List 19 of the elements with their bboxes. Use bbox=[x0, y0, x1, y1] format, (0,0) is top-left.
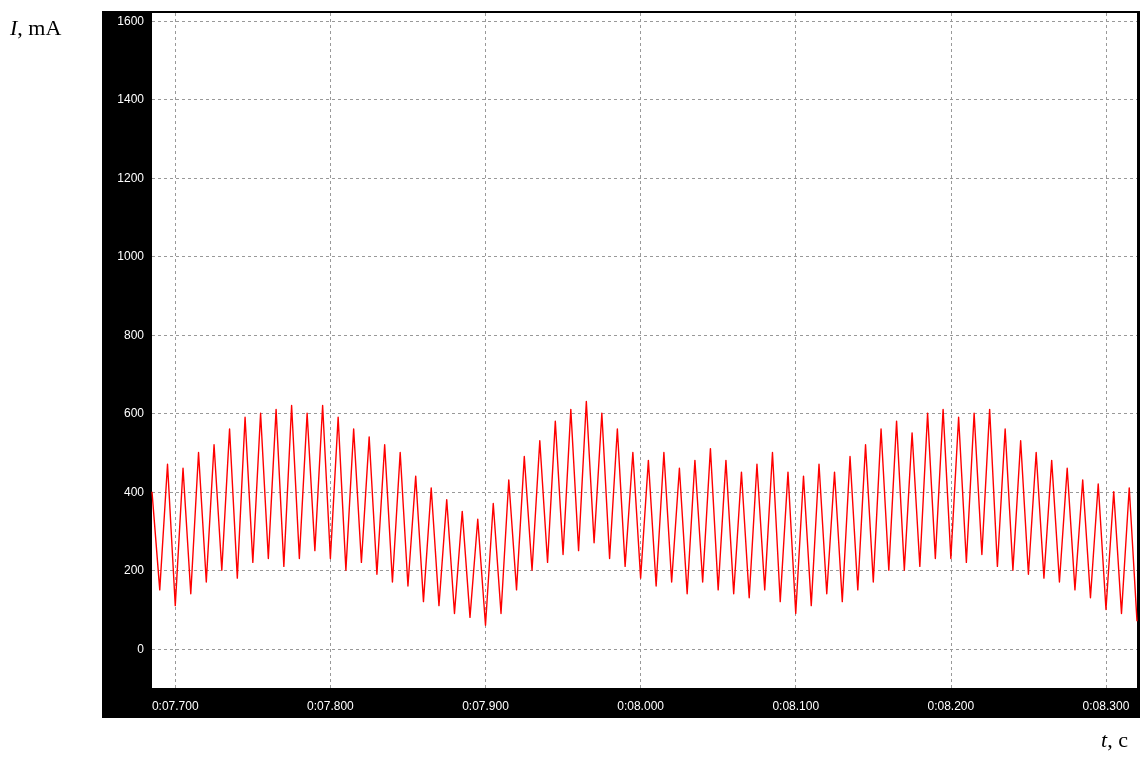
y-tick-label: 1200 bbox=[117, 170, 145, 185]
x-tick-label: 0:07.800 bbox=[307, 699, 355, 713]
y-tick-label: 1000 bbox=[117, 249, 145, 264]
x-axis-title: t, c bbox=[1101, 726, 1129, 752]
x-tick-label: 0:08.100 bbox=[772, 699, 820, 713]
x-tick-label: 0:08.000 bbox=[617, 699, 665, 713]
y-tick-label: 400 bbox=[123, 484, 145, 499]
y-axis-title: I, mA bbox=[9, 14, 62, 40]
x-tick-label: 0:08.300 bbox=[1082, 699, 1130, 713]
x-tick-label: 0:07.700 bbox=[151, 699, 199, 713]
y-tick-label: 1400 bbox=[117, 92, 145, 107]
y-tick-label: 600 bbox=[123, 406, 145, 421]
y-tick-label: 1600 bbox=[117, 13, 145, 28]
line-series bbox=[151, 400, 1138, 626]
x-tick-label: 0:08.200 bbox=[927, 699, 975, 713]
y-tick-label: 800 bbox=[123, 327, 145, 342]
y-tick-label: 200 bbox=[123, 563, 145, 578]
x-tick-label: 0:07.900 bbox=[462, 699, 510, 713]
y-tick-label: 0 bbox=[137, 641, 145, 656]
